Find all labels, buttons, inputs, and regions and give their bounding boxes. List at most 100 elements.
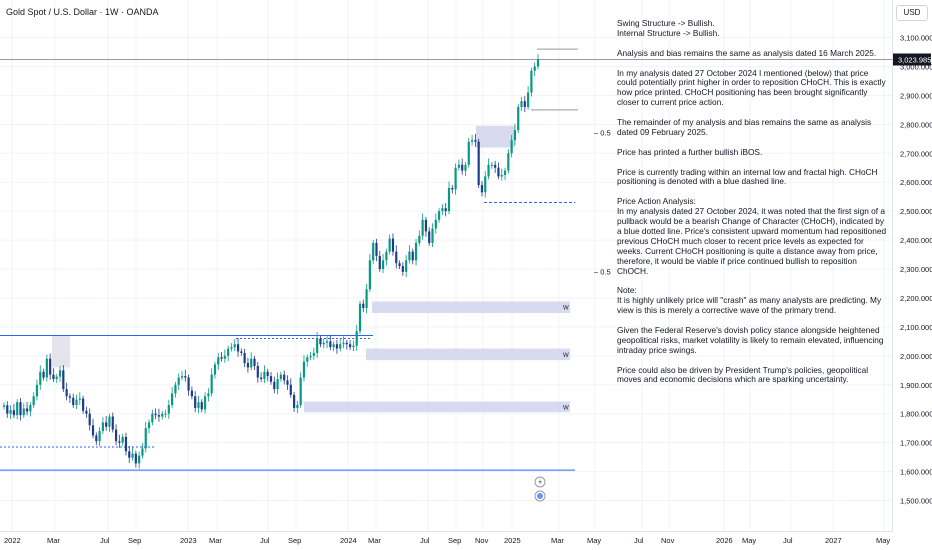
note-ibos: Price has printed a further bullish iBOS… <box>617 146 763 157</box>
candle <box>243 348 246 368</box>
candle <box>32 392 35 408</box>
time-tick-label: Mar <box>368 536 381 545</box>
candle-body <box>98 431 101 442</box>
time-tick-label: Nov <box>661 536 675 545</box>
candle-body <box>349 344 352 348</box>
candle-body <box>444 208 447 212</box>
candle <box>111 412 114 433</box>
candle <box>55 373 58 384</box>
candle <box>283 370 286 385</box>
candle-body <box>464 164 467 171</box>
chart-grid <box>0 0 892 531</box>
candle <box>470 135 474 146</box>
candle-body <box>2 405 6 407</box>
candle <box>530 67 533 97</box>
candle-body <box>477 141 480 186</box>
price-tick-label: 3,100.000 <box>900 34 932 43</box>
candle <box>454 163 457 195</box>
time-tick-label: 2026 <box>716 536 733 545</box>
candle <box>401 262 404 276</box>
candle <box>42 368 45 381</box>
candle-body <box>35 384 39 397</box>
structure-lines <box>0 48 892 471</box>
candle <box>395 245 398 269</box>
candle-body <box>105 422 108 427</box>
candle <box>414 238 418 266</box>
candle-body <box>428 231 431 243</box>
candle <box>157 408 161 422</box>
candle-body <box>154 413 157 416</box>
candle <box>464 161 467 176</box>
candle-body <box>200 402 203 410</box>
zone-label: W <box>563 406 569 412</box>
candle-body <box>108 416 111 427</box>
candle-body <box>292 394 296 408</box>
price-tick-label: 2,600.000 <box>900 178 932 187</box>
candle <box>513 123 517 146</box>
candle <box>263 365 266 384</box>
candle <box>438 208 441 223</box>
candle <box>292 391 296 412</box>
candle <box>9 405 12 419</box>
candle <box>223 349 226 363</box>
candle <box>197 395 200 414</box>
candle-body <box>131 453 134 458</box>
price-axis[interactable]: 3,100.000 3,000.000 2,900.000 2,800.000 2,70… <box>892 0 932 532</box>
candle <box>75 394 78 410</box>
candle <box>184 369 187 382</box>
candle-body <box>58 370 62 377</box>
candle-body <box>438 211 441 220</box>
candle <box>487 158 490 180</box>
candle <box>260 372 263 382</box>
candle <box>296 400 299 414</box>
candle-body <box>144 428 147 449</box>
candle <box>405 255 408 278</box>
candle-body <box>213 364 217 375</box>
candle-body <box>134 453 137 464</box>
candle <box>444 203 447 217</box>
candle <box>12 403 15 419</box>
candle <box>194 391 197 412</box>
candle-body <box>345 342 348 345</box>
candle-body <box>530 70 533 93</box>
candle <box>131 447 134 461</box>
candle-body <box>91 425 95 436</box>
candle-body <box>75 399 78 406</box>
candle-body <box>273 381 276 390</box>
price-tick-label: 1,700.000 <box>900 439 932 448</box>
candle <box>174 381 177 398</box>
price-tick-label: 1,500.000 <box>900 497 932 506</box>
candle-body <box>335 344 339 349</box>
candle <box>299 372 302 408</box>
zone-label: W <box>563 353 569 359</box>
time-axis[interactable]: 2022 Mar Jul Sep 2023 Mar Jul Sep 2024 Mar Jul Sep N… <box>0 531 892 546</box>
demand-zone <box>372 301 570 313</box>
candle <box>230 343 233 352</box>
current-price-label: 3,023.985 <box>898 55 931 64</box>
candle-body <box>362 303 365 309</box>
candle <box>236 337 240 357</box>
candle-body <box>457 164 460 168</box>
price-tick-label: 2,500.000 <box>900 207 932 216</box>
candle <box>141 443 144 459</box>
price-tick-label: 1,800.000 <box>900 410 932 419</box>
fib-label: – 0.5 <box>594 128 611 137</box>
symbol-title[interactable]: Gold Spot / U.S. Dollar · 1W · OANDA <box>6 7 159 17</box>
candle-body <box>319 338 322 345</box>
candle-body <box>266 371 269 377</box>
candle-body <box>503 170 507 175</box>
candle <box>480 181 484 197</box>
candle-body <box>65 389 68 397</box>
candle <box>68 393 72 403</box>
candle-body <box>39 371 42 385</box>
candle-body <box>355 331 358 346</box>
candle-body <box>180 376 184 378</box>
candle-body <box>243 352 246 364</box>
candle-body <box>171 393 174 406</box>
candle <box>316 332 319 359</box>
note-analysis-bias: Analysis and bias remains the same as an… <box>617 47 877 58</box>
candle <box>108 413 111 432</box>
price-tick-label: 2,100.000 <box>900 323 932 332</box>
currency-label[interactable]: USD <box>896 5 928 21</box>
